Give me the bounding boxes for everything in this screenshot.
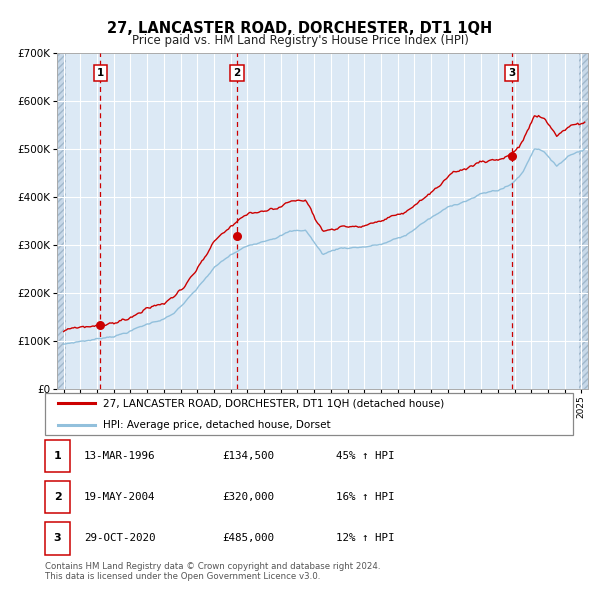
Text: Contains HM Land Registry data © Crown copyright and database right 2024.: Contains HM Land Registry data © Crown c… [45,562,380,571]
Text: 1: 1 [54,451,61,461]
Text: 1: 1 [97,68,104,78]
Text: This data is licensed under the Open Government Licence v3.0.: This data is licensed under the Open Gov… [45,572,320,581]
Text: 13-MAR-1996: 13-MAR-1996 [84,451,155,461]
Text: £134,500: £134,500 [222,451,274,461]
FancyBboxPatch shape [45,393,573,435]
Text: 2: 2 [54,492,61,502]
Text: 12% ↑ HPI: 12% ↑ HPI [336,533,395,543]
Text: 19-MAY-2004: 19-MAY-2004 [84,492,155,502]
Bar [579,53,588,389]
Text: £485,000: £485,000 [222,533,274,543]
Bar [57,53,66,389]
Bar [579,53,588,389]
Text: 27, LANCASTER ROAD, DORCHESTER, DT1 1QH (detached house): 27, LANCASTER ROAD, DORCHESTER, DT1 1QH … [103,398,445,408]
Text: 16% ↑ HPI: 16% ↑ HPI [336,492,395,502]
Text: 29-OCT-2020: 29-OCT-2020 [84,533,155,543]
Text: 3: 3 [508,68,515,78]
Text: £320,000: £320,000 [222,492,274,502]
Text: HPI: Average price, detached house, Dorset: HPI: Average price, detached house, Dors… [103,420,331,430]
Bar [57,53,66,389]
Text: 2: 2 [233,68,241,78]
Text: 45% ↑ HPI: 45% ↑ HPI [336,451,395,461]
Text: 27, LANCASTER ROAD, DORCHESTER, DT1 1QH: 27, LANCASTER ROAD, DORCHESTER, DT1 1QH [107,21,493,35]
Text: Price paid vs. HM Land Registry's House Price Index (HPI): Price paid vs. HM Land Registry's House … [131,34,469,47]
Text: 3: 3 [54,533,61,543]
